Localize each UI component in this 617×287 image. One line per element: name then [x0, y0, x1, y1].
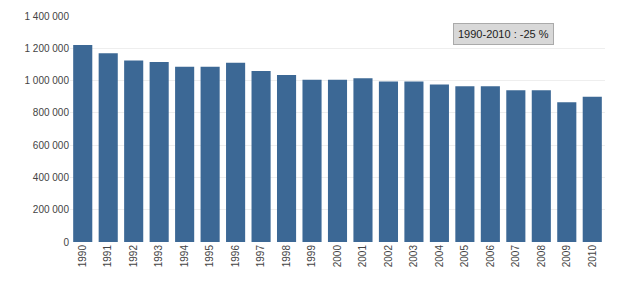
svg-text:1 200 000: 1 200 000: [25, 43, 70, 54]
svg-text:1994: 1994: [179, 245, 190, 268]
svg-text:1995: 1995: [204, 245, 215, 268]
svg-text:2010: 2010: [587, 245, 598, 268]
svg-text:200 000: 200 000: [33, 204, 70, 215]
svg-text:1997: 1997: [255, 245, 266, 268]
svg-text:2007: 2007: [510, 245, 521, 268]
svg-text:1 400 000: 1 400 000: [25, 11, 70, 22]
svg-text:600 000: 600 000: [33, 140, 70, 151]
svg-text:2005: 2005: [459, 245, 470, 268]
svg-text:1998: 1998: [281, 245, 292, 268]
svg-text:1992: 1992: [128, 245, 139, 268]
svg-text:1990-2010 : -25 %: 1990-2010 : -25 %: [458, 28, 549, 40]
svg-text:2000: 2000: [332, 245, 343, 268]
svg-text:400 000: 400 000: [33, 172, 70, 183]
svg-text:0: 0: [63, 237, 69, 248]
svg-text:2006: 2006: [485, 245, 496, 268]
svg-text:2002: 2002: [383, 245, 394, 268]
svg-text:2009: 2009: [561, 245, 572, 268]
svg-text:2001: 2001: [357, 245, 368, 268]
svg-text:2003: 2003: [408, 245, 419, 268]
svg-text:1999: 1999: [306, 245, 317, 268]
svg-text:1 000 000: 1 000 000: [25, 75, 70, 86]
svg-text:2004: 2004: [434, 245, 445, 268]
svg-text:1991: 1991: [102, 245, 113, 268]
svg-text:2008: 2008: [536, 245, 547, 268]
svg-text:1996: 1996: [230, 245, 241, 268]
svg-text:800 000: 800 000: [33, 107, 70, 118]
svg-text:1990: 1990: [77, 245, 88, 268]
svg-text:1993: 1993: [153, 245, 164, 268]
